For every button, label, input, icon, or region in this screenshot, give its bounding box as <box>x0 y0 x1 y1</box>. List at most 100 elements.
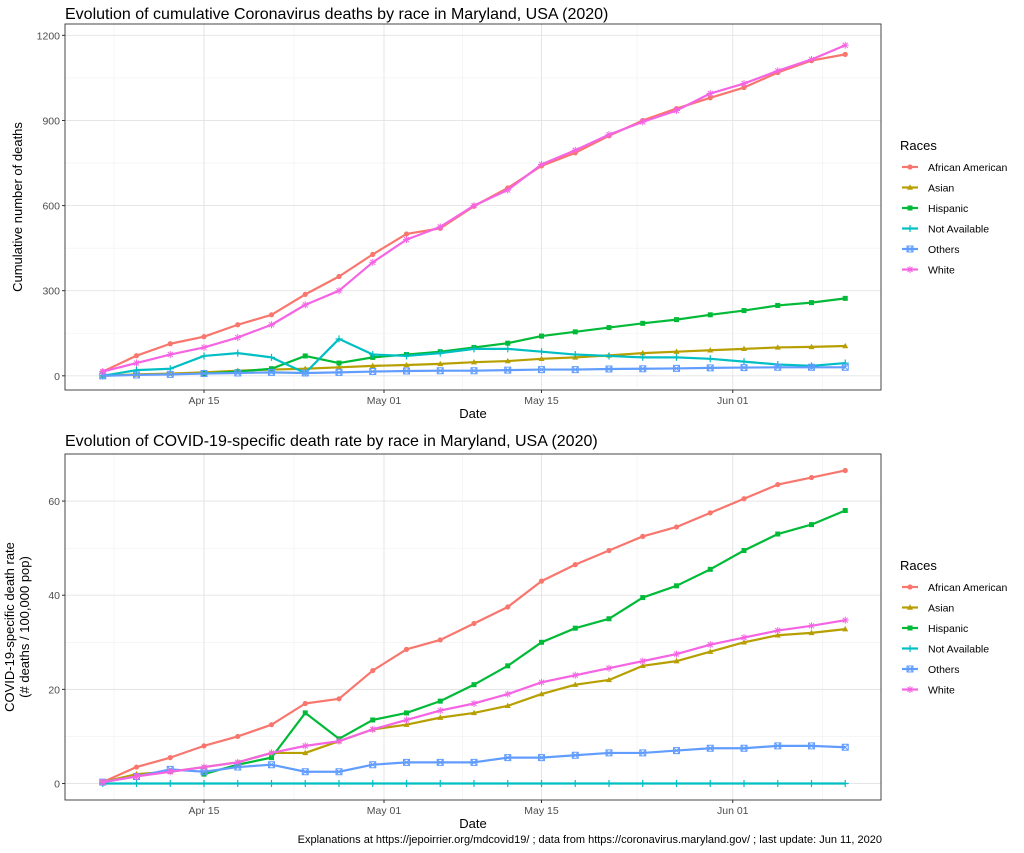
data-point <box>505 340 511 346</box>
data-point <box>740 744 748 752</box>
data-point <box>841 41 849 49</box>
legend-key-marker <box>906 245 914 253</box>
data-point <box>336 273 342 280</box>
data-point <box>301 742 309 750</box>
data-point <box>234 758 242 766</box>
data-point <box>403 361 410 368</box>
legend-label: African American <box>928 582 1008 594</box>
data-point <box>403 231 410 237</box>
data-point <box>605 131 613 139</box>
data-point <box>808 363 815 371</box>
data-point <box>706 641 714 649</box>
data-point <box>166 351 174 359</box>
data-point <box>437 714 444 720</box>
x-tick-label: Jun 01 <box>717 805 749 817</box>
data-point <box>436 758 444 766</box>
plot-background <box>65 454 881 800</box>
data-point <box>166 780 174 788</box>
data-point <box>640 533 646 539</box>
x-tick-label: May 01 <box>367 805 402 817</box>
data-point <box>842 507 848 513</box>
data-point <box>403 646 410 652</box>
data-point <box>436 707 444 715</box>
data-point <box>741 548 747 554</box>
data-point <box>571 146 579 154</box>
data-point <box>774 363 782 371</box>
legend-item: Hispanic <box>902 203 968 215</box>
y-axis-label: Cumulative number of deaths <box>10 122 25 292</box>
data-point <box>707 566 713 572</box>
data-point <box>470 367 478 375</box>
data-point <box>335 768 343 776</box>
chart-panel-2: 0 20 40 60 Apr 15 May 01 May 15 Jun 01 Evolution… <box>2 433 1008 831</box>
legend-item: White <box>902 685 955 697</box>
data-point <box>841 359 849 367</box>
data-point <box>639 349 646 356</box>
data-point <box>571 751 579 759</box>
data-point <box>538 754 545 762</box>
data-point <box>403 352 410 360</box>
data-point <box>336 360 342 366</box>
data-point <box>639 365 647 373</box>
legend-label: Not Available <box>928 644 989 656</box>
y-axis-label: COVID-19-specific death rate <box>2 542 17 712</box>
data-point <box>504 345 512 353</box>
data-point <box>605 780 613 788</box>
series-white <box>99 616 849 786</box>
x-tick-label: Apr 15 <box>189 395 220 407</box>
data-point <box>741 496 747 502</box>
data-point <box>166 768 174 776</box>
legend-key-marker <box>907 604 913 610</box>
data-point <box>234 780 242 788</box>
data-point <box>538 690 545 697</box>
data-point <box>606 547 612 554</box>
legend-label: Others <box>928 664 960 676</box>
data-point <box>538 780 545 788</box>
data-point <box>471 709 477 716</box>
data-point <box>201 771 207 777</box>
data-point <box>167 341 173 347</box>
data-point <box>673 353 680 361</box>
data-point <box>605 749 613 757</box>
data-point <box>403 758 410 766</box>
data-point <box>707 347 714 353</box>
data-point <box>436 349 444 357</box>
data-point <box>301 369 309 377</box>
data-point <box>437 360 444 367</box>
legend-key-marker <box>907 164 913 170</box>
data-point <box>571 671 579 679</box>
data-point <box>335 737 343 745</box>
data-point <box>403 236 410 244</box>
data-point <box>775 302 781 308</box>
data-point <box>471 620 477 627</box>
data-point <box>639 780 647 788</box>
data-point <box>504 780 512 788</box>
data-point <box>335 368 343 376</box>
series-not-available <box>99 780 849 788</box>
x-tick-label: May 01 <box>367 395 402 407</box>
data-point <box>133 366 140 374</box>
data-point <box>301 768 309 776</box>
data-point <box>335 287 343 295</box>
data-point <box>235 322 241 328</box>
legend-item: Others <box>902 664 960 676</box>
data-point <box>167 755 173 761</box>
data-point <box>673 107 680 115</box>
x-axis-label: Date <box>459 406 486 421</box>
data-point <box>572 329 578 335</box>
legend-title: Races <box>900 558 937 573</box>
legend-key-marker <box>906 225 914 232</box>
data-point <box>201 743 207 749</box>
data-point <box>133 371 140 379</box>
data-point <box>369 780 377 788</box>
data-point <box>842 342 849 349</box>
data-point <box>674 317 679 323</box>
data-point <box>268 749 275 757</box>
data-point <box>335 780 343 788</box>
legend-label: Hispanic <box>928 203 968 215</box>
legend-key-marker <box>906 266 914 273</box>
data-point <box>505 604 511 610</box>
data-point <box>269 366 274 372</box>
legend-label: White <box>928 685 955 697</box>
data-point <box>674 583 679 589</box>
